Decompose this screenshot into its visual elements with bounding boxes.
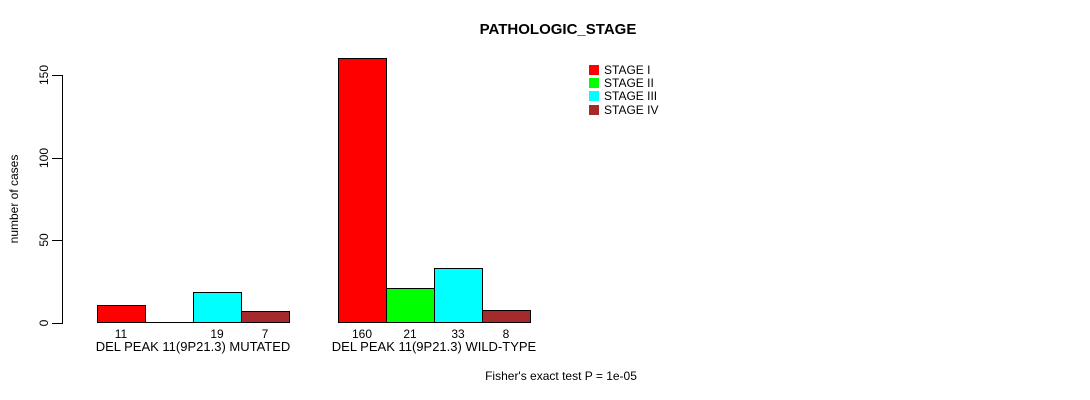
- legend-color-swatch: [589, 91, 599, 102]
- bar-stage-ii-zero-baseline: [145, 322, 194, 323]
- bar-count-label: 160: [351, 327, 373, 341]
- chart-title: PATHOLOGIC_STAGE: [479, 21, 637, 38]
- y-tick-mark: [52, 323, 62, 324]
- y-tick-mark: [52, 240, 62, 241]
- y-axis-title: number of cases: [7, 154, 21, 244]
- legend-label: STAGE I: [604, 62, 651, 77]
- bar-stage-ii: [386, 288, 435, 323]
- bar-count-label: 19: [210, 327, 224, 341]
- legend-item: STAGE IV: [589, 102, 659, 117]
- bar-count-label: 8: [502, 327, 510, 341]
- legend-label: STAGE II: [604, 76, 654, 91]
- bar-stage-iv: [482, 310, 531, 323]
- bar-stage-iii: [193, 292, 242, 323]
- x-category-label: DEL PEAK 11(9P21.3) MUTATED: [95, 339, 291, 354]
- legend-color-swatch: [589, 78, 599, 89]
- bar-stage-i: [338, 58, 387, 323]
- y-tick-label: 150: [37, 64, 51, 86]
- y-tick-label: 100: [37, 147, 51, 169]
- legend-item: STAGE III: [589, 89, 658, 104]
- stat-test-footnote: Fisher's exact test P = 1e-05: [485, 369, 637, 383]
- legend-item: STAGE II: [589, 76, 658, 91]
- y-tick-label: 50: [37, 233, 51, 247]
- y-axis-line: [62, 75, 63, 324]
- y-tick-label: 0: [37, 319, 51, 327]
- legend-label: STAGE III: [604, 89, 658, 104]
- legend-item: STAGE I: [589, 62, 658, 77]
- bar-stage-iv: [241, 311, 290, 323]
- y-tick-mark: [52, 158, 62, 159]
- bar-count-label: 21: [403, 327, 417, 341]
- bar-count-label: 7: [261, 327, 269, 341]
- legend: STAGE I STAGE II STAGE III STAGE IV: [589, 63, 658, 117]
- legend-label: STAGE IV: [604, 102, 659, 117]
- legend-color-swatch: [589, 104, 599, 115]
- bar-count-label: 33: [451, 327, 465, 341]
- y-tick-mark: [52, 75, 62, 76]
- bar-stage-i: [97, 305, 146, 323]
- legend-color-swatch: [589, 64, 599, 75]
- x-category-label: DEL PEAK 11(9P21.3) WILD-TYPE: [331, 339, 537, 354]
- bar-stage-iii: [434, 268, 483, 323]
- bar-count-label: 11: [114, 327, 128, 341]
